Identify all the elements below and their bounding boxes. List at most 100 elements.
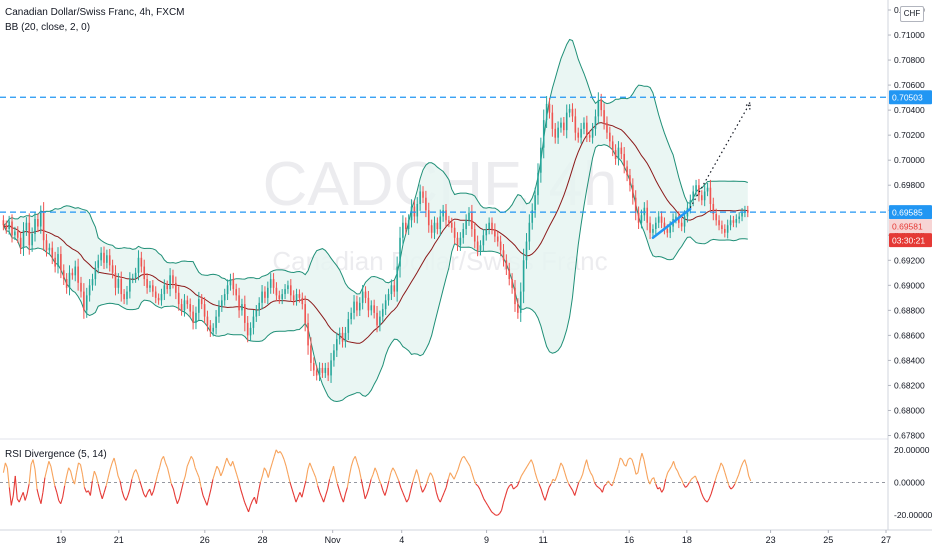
candle[interactable] xyxy=(154,286,157,304)
candle[interactable] xyxy=(494,223,496,243)
candle[interactable] xyxy=(218,300,220,323)
candle[interactable] xyxy=(71,268,74,280)
candle[interactable] xyxy=(60,246,62,279)
candle[interactable] xyxy=(45,234,48,257)
trendline[interactable] xyxy=(651,207,692,240)
candle[interactable] xyxy=(284,284,286,300)
candle[interactable] xyxy=(623,147,626,174)
candle[interactable] xyxy=(712,197,715,221)
candle[interactable] xyxy=(25,217,28,236)
candle[interactable] xyxy=(637,206,640,230)
candle[interactable] xyxy=(439,209,442,236)
candle[interactable] xyxy=(746,205,749,218)
candle[interactable] xyxy=(450,217,453,233)
candle[interactable] xyxy=(232,272,235,296)
candle[interactable] xyxy=(341,326,344,348)
candle[interactable] xyxy=(91,273,94,291)
candle[interactable] xyxy=(200,294,203,310)
candle[interactable] xyxy=(209,320,212,337)
candle[interactable] xyxy=(74,260,77,282)
candle[interactable] xyxy=(479,240,482,256)
candle[interactable] xyxy=(364,286,367,304)
candle[interactable] xyxy=(445,203,447,227)
candle[interactable] xyxy=(258,297,260,316)
candle[interactable] xyxy=(709,179,712,212)
candle[interactable] xyxy=(22,222,25,256)
candle[interactable] xyxy=(287,280,289,294)
candle[interactable] xyxy=(732,215,735,228)
candle[interactable] xyxy=(606,116,608,139)
candle[interactable] xyxy=(221,295,223,312)
candle[interactable] xyxy=(726,219,729,239)
candle[interactable] xyxy=(735,214,738,228)
candle[interactable] xyxy=(192,305,194,330)
candle[interactable] xyxy=(542,109,545,159)
candle[interactable] xyxy=(347,311,350,341)
candle[interactable] xyxy=(229,273,232,291)
candle[interactable] xyxy=(473,222,476,249)
candle[interactable] xyxy=(42,202,45,251)
candle[interactable] xyxy=(381,303,384,323)
candle[interactable] xyxy=(301,292,304,310)
candle[interactable] xyxy=(485,223,488,241)
candle[interactable] xyxy=(264,286,266,304)
candle[interactable] xyxy=(94,261,97,286)
candle[interactable] xyxy=(267,281,269,305)
candle[interactable] xyxy=(350,307,352,325)
candle[interactable] xyxy=(212,323,215,337)
candle[interactable] xyxy=(706,183,709,197)
candle[interactable] xyxy=(51,241,54,265)
candle[interactable] xyxy=(338,327,341,345)
candle[interactable] xyxy=(307,313,309,355)
candle[interactable] xyxy=(370,300,373,316)
candle[interactable] xyxy=(528,214,531,250)
candle[interactable] xyxy=(655,217,657,235)
candle[interactable] xyxy=(281,289,283,305)
candle[interactable] xyxy=(318,362,321,382)
candle[interactable] xyxy=(468,207,470,226)
candle[interactable] xyxy=(410,199,413,228)
candle[interactable] xyxy=(298,289,301,303)
candle[interactable] xyxy=(379,310,381,332)
candle[interactable] xyxy=(327,362,329,382)
candle[interactable] xyxy=(491,217,493,235)
candle[interactable] xyxy=(560,117,562,133)
candle[interactable] xyxy=(37,213,39,233)
candle[interactable] xyxy=(456,232,459,251)
candle[interactable] xyxy=(65,273,68,294)
candle[interactable] xyxy=(537,163,539,205)
candle[interactable] xyxy=(131,273,134,284)
candle[interactable] xyxy=(482,229,485,252)
candle[interactable] xyxy=(433,216,436,240)
candle[interactable] xyxy=(367,290,370,318)
candle[interactable] xyxy=(583,117,585,135)
candle[interactable] xyxy=(97,254,100,274)
candle[interactable] xyxy=(551,104,554,137)
candle[interactable] xyxy=(31,227,33,252)
candle[interactable] xyxy=(175,276,177,300)
candle[interactable] xyxy=(680,218,683,232)
candle[interactable] xyxy=(634,190,637,221)
candle[interactable] xyxy=(416,197,419,224)
candle[interactable] xyxy=(462,223,465,244)
candle[interactable] xyxy=(140,251,143,273)
candle[interactable] xyxy=(540,137,542,183)
candle[interactable] xyxy=(157,293,160,305)
candle[interactable] xyxy=(695,179,697,197)
candle[interactable] xyxy=(39,205,42,234)
candle[interactable] xyxy=(617,141,620,166)
candle[interactable] xyxy=(16,226,19,244)
candle[interactable] xyxy=(505,254,508,276)
candle[interactable] xyxy=(554,122,557,144)
candle[interactable] xyxy=(657,211,660,229)
candle[interactable] xyxy=(114,265,117,296)
candle[interactable] xyxy=(5,220,8,234)
candle[interactable] xyxy=(88,279,91,302)
candle[interactable] xyxy=(701,190,703,206)
candle[interactable] xyxy=(310,337,312,372)
candle[interactable] xyxy=(278,290,281,304)
candle[interactable] xyxy=(14,226,16,240)
candle[interactable] xyxy=(143,259,146,286)
candle[interactable] xyxy=(626,160,628,182)
